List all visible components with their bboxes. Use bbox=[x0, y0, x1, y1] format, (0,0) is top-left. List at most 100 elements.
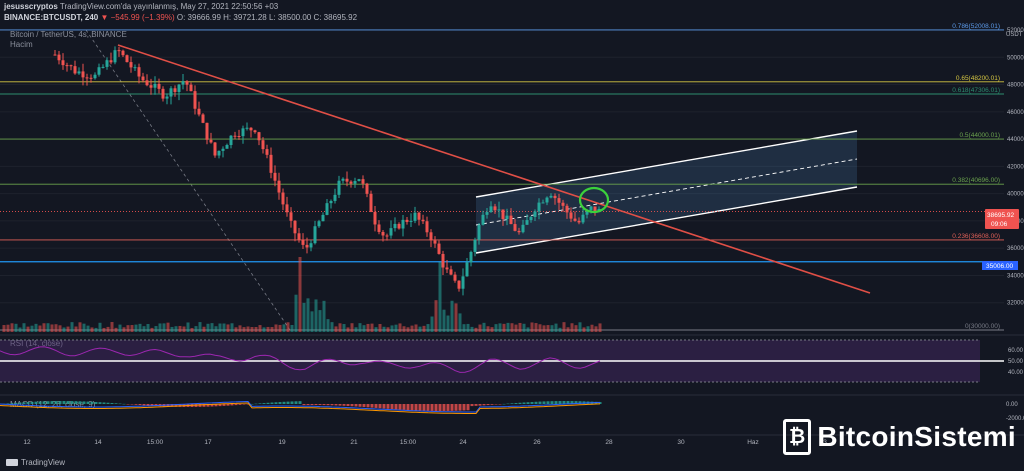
tradingview-brand[interactable]: TradingView bbox=[6, 458, 65, 467]
volume-bar bbox=[258, 325, 262, 332]
candle-body bbox=[229, 135, 233, 146]
macd-histogram-bar bbox=[310, 404, 314, 406]
macd-histogram-bar bbox=[546, 401, 550, 404]
bitcoinsistemi-watermark: ₿ BitcoinSistemi bbox=[783, 419, 1016, 455]
time-tick-label: 30 bbox=[677, 439, 685, 446]
candle-body bbox=[317, 221, 321, 227]
volume-bar bbox=[442, 309, 446, 332]
volume-bar bbox=[482, 322, 486, 332]
macd-histogram-bar bbox=[242, 404, 246, 405]
volume-bar bbox=[6, 324, 10, 332]
macd-histogram-bar bbox=[106, 402, 110, 404]
volume-bar bbox=[350, 323, 354, 332]
volume-bar bbox=[86, 325, 90, 332]
rsi-title: RSI (14, close) bbox=[10, 339, 63, 348]
fib-level-label: 0.65(48200.01) bbox=[956, 75, 1000, 82]
volume-bar bbox=[378, 323, 382, 332]
volume-bar bbox=[454, 303, 458, 332]
candle-body bbox=[445, 267, 449, 270]
macd-histogram-bar bbox=[466, 404, 470, 411]
downtrend-line[interactable] bbox=[117, 44, 871, 294]
volume-bar bbox=[598, 323, 602, 332]
macd-histogram-bar bbox=[286, 401, 290, 404]
volume-bar bbox=[306, 298, 310, 332]
last-price-value: 38695.92 bbox=[987, 212, 1014, 219]
macd-histogram-bar bbox=[246, 404, 250, 405]
symbol-name[interactable]: BINANCE:BTCUSDT, 240 bbox=[4, 13, 99, 22]
macd-histogram-bar bbox=[298, 401, 302, 404]
candle-body bbox=[105, 60, 109, 67]
candle-body bbox=[425, 221, 429, 233]
ohlc-values: O: 39666.99 H: 39721.28 L: 38500.00 C: 3… bbox=[176, 13, 358, 22]
time-tick-label: 15:00 bbox=[147, 439, 164, 446]
price-axis[interactable] bbox=[1004, 28, 1024, 333]
volume-bar bbox=[98, 322, 102, 332]
author-name[interactable]: jesusscryptos bbox=[4, 2, 58, 11]
volume-bar bbox=[34, 323, 38, 332]
candle-body bbox=[401, 219, 405, 229]
volume-bar bbox=[18, 327, 22, 332]
breakout-circle[interactable] bbox=[578, 186, 610, 214]
volume-bar bbox=[250, 327, 254, 332]
candle-body bbox=[313, 226, 317, 244]
volume-bar bbox=[590, 324, 594, 332]
volume-bar bbox=[558, 327, 562, 332]
candle-body bbox=[165, 96, 169, 99]
candle-body bbox=[441, 253, 445, 268]
volume-bar bbox=[22, 323, 26, 332]
channel-lower-line[interactable] bbox=[475, 186, 858, 254]
channel-area bbox=[476, 131, 857, 253]
volume-bar bbox=[110, 322, 114, 332]
symbol-header: BINANCE:BTCUSDT, 240 ▼ −545.99 (−1.39%) … bbox=[4, 13, 357, 22]
macd-histogram-bar bbox=[266, 402, 270, 404]
candle-body bbox=[189, 84, 193, 92]
candle-body bbox=[537, 202, 541, 212]
macd-histogram-bar bbox=[350, 404, 354, 407]
volume-bar bbox=[214, 326, 218, 332]
dotted-diagonal[interactable] bbox=[85, 29, 291, 331]
candle-body bbox=[533, 211, 537, 217]
candle-body bbox=[549, 195, 553, 198]
candle-body bbox=[365, 183, 369, 194]
macd-histogram-bar bbox=[558, 401, 562, 404]
volume-bar bbox=[570, 323, 574, 332]
volume-bar bbox=[62, 327, 66, 332]
macd-histogram-bar bbox=[314, 404, 318, 406]
volume-bar bbox=[458, 313, 462, 332]
volume-bar bbox=[74, 326, 78, 332]
volume-bar bbox=[414, 324, 418, 332]
macd-histogram-bar bbox=[226, 404, 230, 406]
macd-histogram-bar bbox=[422, 404, 426, 411]
macd-histogram-bar bbox=[462, 404, 466, 411]
candle-body bbox=[481, 214, 485, 225]
volume-bar bbox=[330, 322, 334, 332]
macd-histogram-bar bbox=[386, 404, 390, 409]
volume-bar bbox=[206, 323, 210, 332]
volume-bar bbox=[346, 327, 350, 332]
volume-bar bbox=[198, 322, 202, 332]
macd-histogram-bar bbox=[486, 404, 490, 406]
time-tick-label: 19 bbox=[278, 439, 286, 446]
candle-body bbox=[161, 88, 165, 99]
channel-upper-line[interactable] bbox=[475, 130, 858, 198]
macd-histogram-bar bbox=[514, 403, 518, 404]
candle-body bbox=[457, 280, 461, 289]
macd-histogram-bar bbox=[138, 404, 142, 406]
volume-bar bbox=[282, 324, 286, 332]
candle-body bbox=[193, 91, 197, 109]
macd-histogram-bar bbox=[510, 403, 514, 404]
candle-body bbox=[341, 178, 345, 181]
volume-bar bbox=[174, 326, 178, 332]
volume-bar bbox=[526, 327, 530, 332]
candle-body bbox=[253, 130, 257, 133]
candle-body bbox=[497, 209, 501, 211]
macd-histogram-bar bbox=[530, 401, 534, 404]
fib-level-label: 0.786(52008.01) bbox=[952, 23, 1000, 30]
support-value: 35006.00 bbox=[986, 263, 1013, 270]
volume-bar bbox=[522, 323, 526, 332]
price-tick-label: 36000 bbox=[1007, 246, 1024, 252]
fib-level-label: 0.618(47306.01) bbox=[952, 87, 1000, 94]
volume-bar bbox=[450, 300, 454, 332]
macd-histogram-bar bbox=[202, 404, 206, 407]
